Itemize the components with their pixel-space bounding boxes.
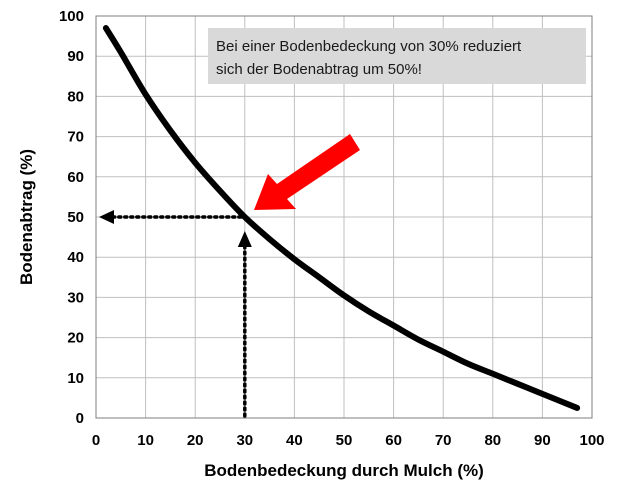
plot-frame xyxy=(95,15,593,419)
y-tick-label: 40 xyxy=(67,249,84,266)
x-tick-label: 10 xyxy=(137,432,154,449)
y-axis-title: Bodenabtrag (%) xyxy=(17,149,36,285)
x-tick-label: 30 xyxy=(236,432,253,449)
y-tick-label: 10 xyxy=(67,370,84,387)
x-tick-label: 40 xyxy=(286,432,303,449)
y-tick-label: 70 xyxy=(67,129,84,146)
x-tick-labels: 0 10 20 30 40 50 60 70 80 90 100 xyxy=(92,432,605,449)
red-arrow-icon xyxy=(254,134,360,210)
arrowhead-left-icon xyxy=(99,210,114,224)
y-tick-label: 20 xyxy=(67,330,84,347)
y-tick-label: 50 xyxy=(67,209,84,226)
y-tick-label: 60 xyxy=(67,169,84,186)
x-tick-label: 80 xyxy=(484,432,501,449)
y-tick-label: 100 xyxy=(59,8,84,25)
x-tick-label: 100 xyxy=(579,432,604,449)
x-tick-label: 60 xyxy=(385,432,402,449)
y-tick-label: 0 xyxy=(76,410,84,427)
x-tick-label: 0 xyxy=(92,432,100,449)
annotation-text-line-1: Bei einer Bodenbedeckung von 30% reduzie… xyxy=(216,38,522,55)
x-tick-label: 90 xyxy=(534,432,551,449)
y-tick-label: 30 xyxy=(67,289,84,306)
arrowhead-up-icon xyxy=(237,231,252,247)
y-tick-labels: 0 10 20 30 40 50 60 70 80 90 100 xyxy=(59,8,84,427)
x-axis-title: Bodenbedeckung durch Mulch (%) xyxy=(204,461,484,480)
x-tick-label: 70 xyxy=(435,432,452,449)
erosion-curve xyxy=(102,25,581,411)
y-tick-label: 90 xyxy=(67,48,84,65)
annotation-background xyxy=(208,28,586,84)
guide-lines xyxy=(99,210,252,418)
x-tick-label: 50 xyxy=(336,432,353,449)
annotation-text-line-2: sich der Bodenabtrag um 50%! xyxy=(216,61,422,78)
x-tick-label: 20 xyxy=(187,432,204,449)
y-tick-label: 80 xyxy=(67,88,84,105)
annotation-box: Bei einer Bodenbedeckung von 30% reduzie… xyxy=(208,28,586,84)
